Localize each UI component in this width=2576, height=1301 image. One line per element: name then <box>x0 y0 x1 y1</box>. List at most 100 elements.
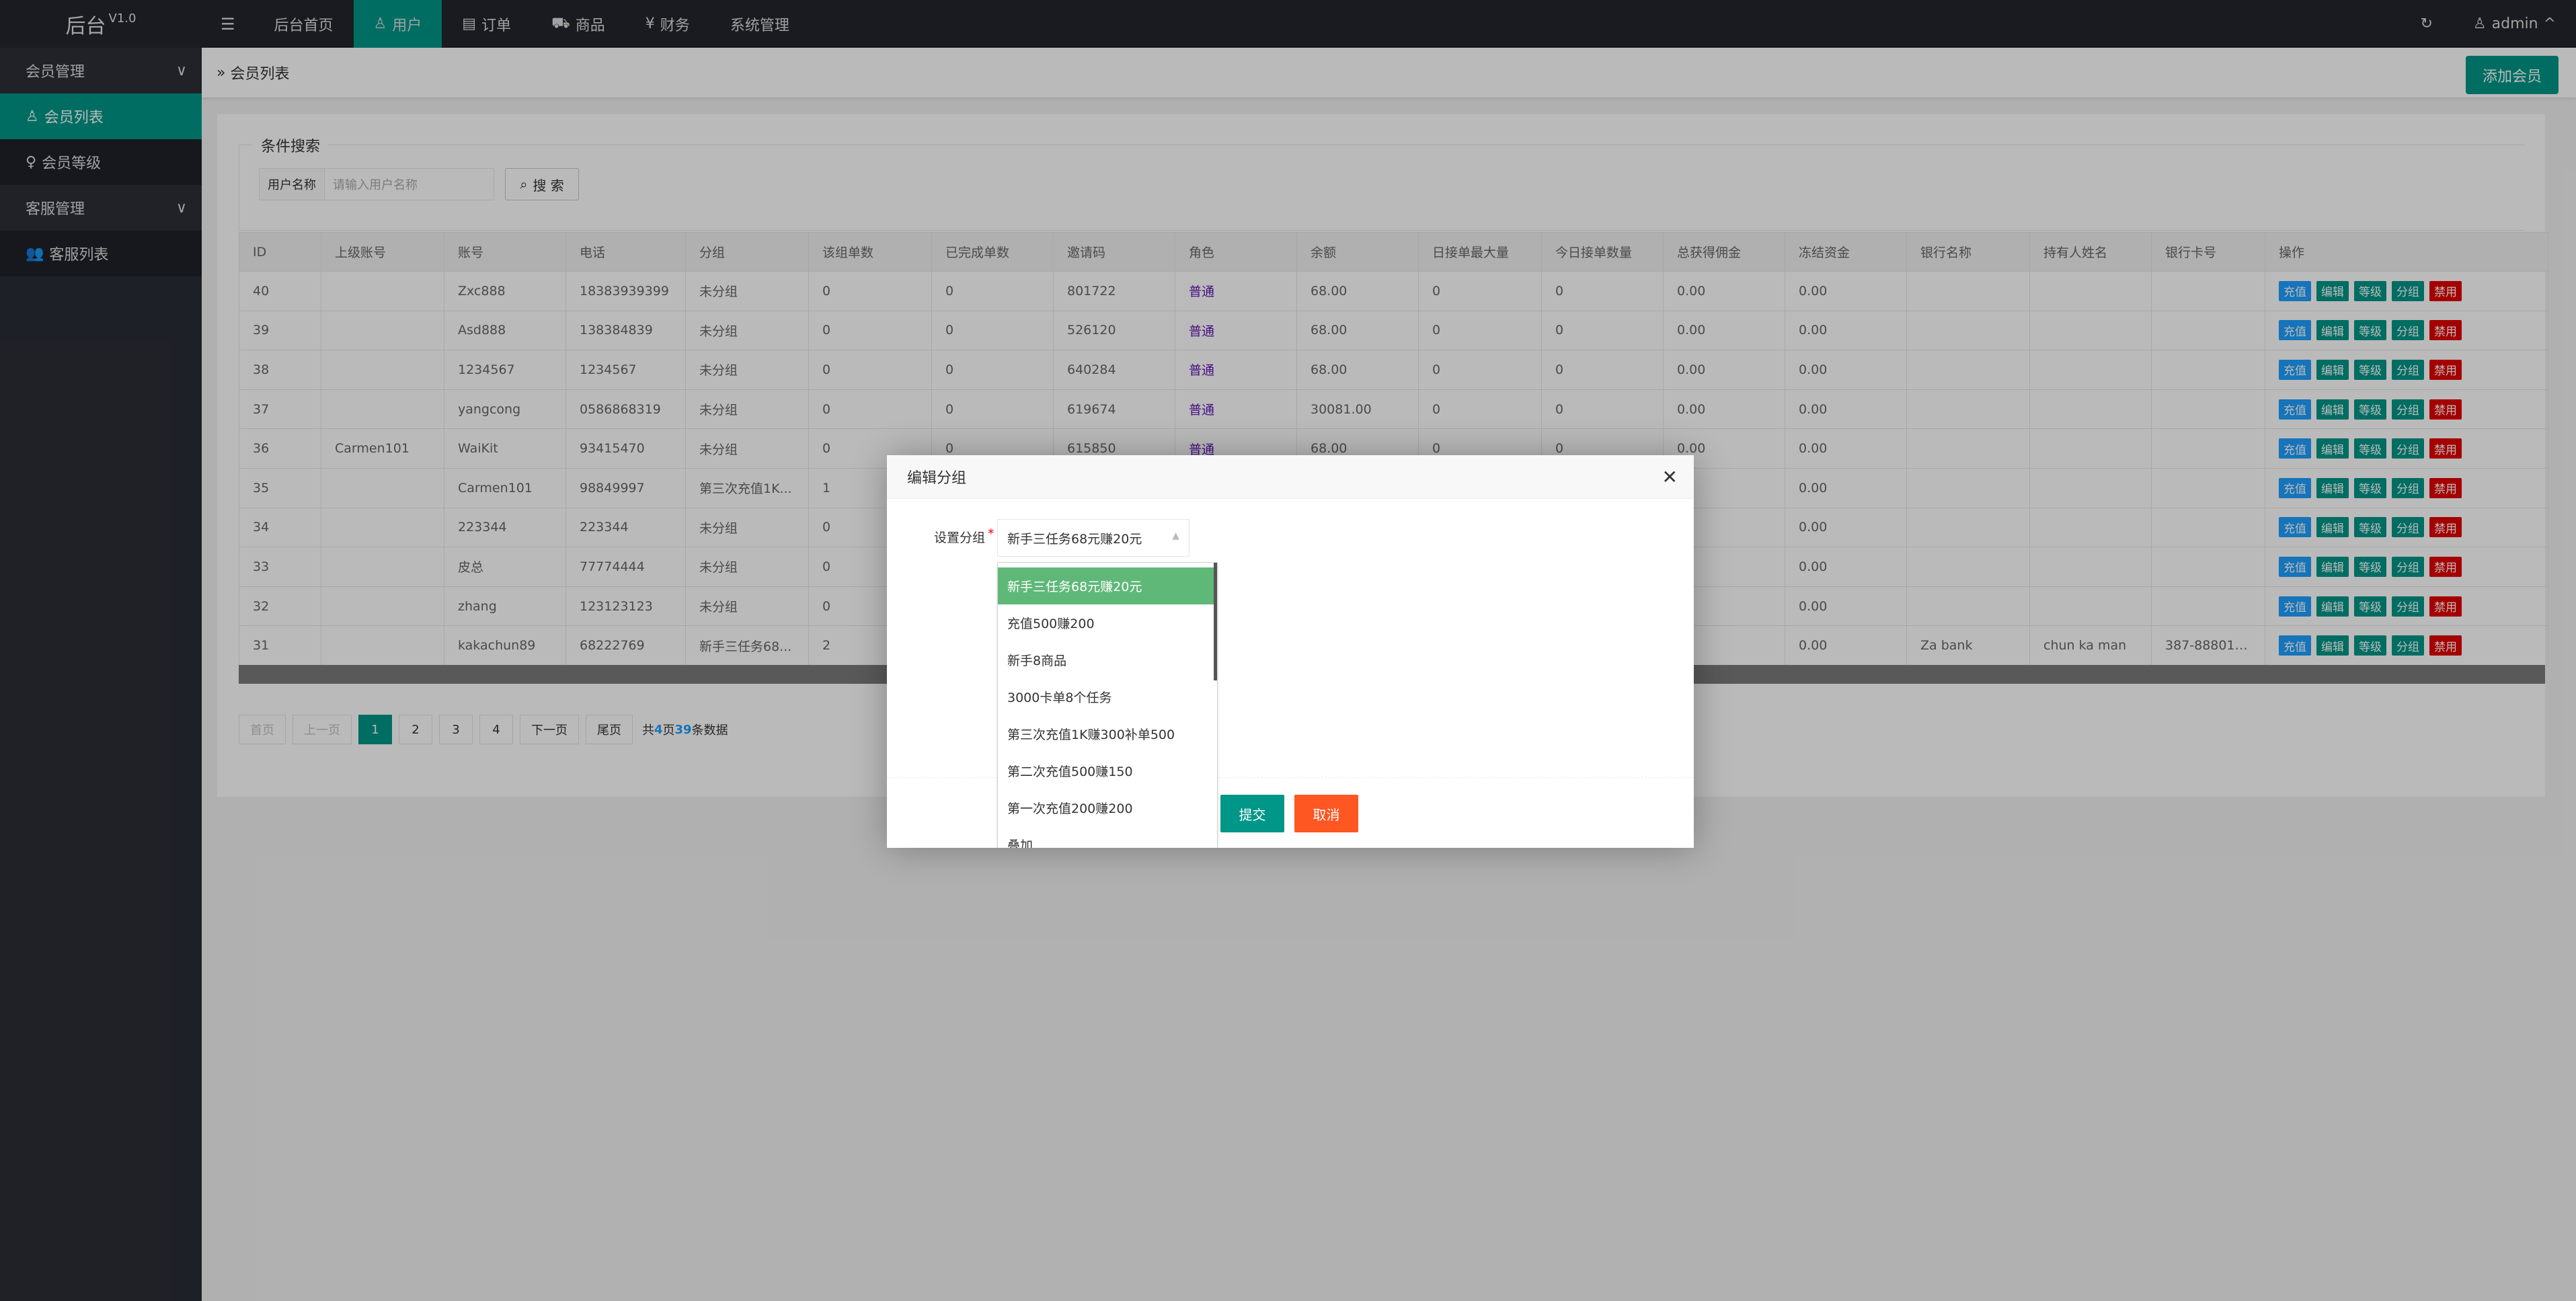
等级-button[interactable]: 等级 <box>2354 477 2386 498</box>
等级-button[interactable]: 等级 <box>2354 280 2386 301</box>
编辑-button[interactable]: 编辑 <box>2316 280 2349 301</box>
禁用-button[interactable]: 禁用 <box>2429 556 2462 577</box>
充值-button[interactable]: 充值 <box>2279 556 2311 577</box>
table-cell: 33 <box>239 547 321 587</box>
next-page-button[interactable]: 下一页 <box>520 715 579 744</box>
page-button[interactable]: 2 <box>399 715 432 744</box>
first-page-button[interactable]: 首页 <box>239 715 286 744</box>
actions-cell: 充值 编辑 等级 分组 禁用 <box>2265 310 2548 351</box>
编辑-button[interactable]: 编辑 <box>2316 635 2349 656</box>
username-input[interactable]: 请输入用户名称 <box>325 168 494 200</box>
table-cell: 526120 <box>1053 310 1175 351</box>
sidebar-item-member-level[interactable]: ♀ 会员等级 <box>0 139 202 185</box>
禁用-button[interactable]: 禁用 <box>2429 517 2462 538</box>
table-cell: 0.00 <box>1785 547 1907 587</box>
充值-button[interactable]: 充值 <box>2279 399 2311 420</box>
table-cell <box>321 467 444 508</box>
等级-button[interactable]: 等级 <box>2354 556 2386 577</box>
column-header: 操作 <box>2265 232 2548 272</box>
分组-button[interactable]: 分组 <box>2392 517 2424 538</box>
充值-button[interactable]: 充值 <box>2279 359 2311 380</box>
sidebar-item-service-list[interactable]: 👥 客服列表 <box>0 231 202 276</box>
编辑-button[interactable]: 编辑 <box>2316 477 2349 498</box>
充值-button[interactable]: 充值 <box>2279 635 2311 656</box>
page-button[interactable]: 3 <box>439 715 473 744</box>
nav-users[interactable]: ♙ 用户 <box>353 0 442 48</box>
等级-button[interactable]: 等级 <box>2354 399 2386 420</box>
dropdown-option[interactable]: 第一次充值200赚200 <box>1007 801 1133 816</box>
last-page-button[interactable]: 尾页 <box>586 715 633 744</box>
table-cell <box>2151 586 2265 627</box>
group-select[interactable]: 新手三任务68元赚20元 ▲ <box>997 519 1189 557</box>
refresh-icon[interactable]: ↻ <box>2420 15 2433 32</box>
table-cell <box>2151 507 2265 548</box>
add-member-button[interactable]: 添加会员 <box>2466 56 2559 94</box>
page-button[interactable]: 4 <box>479 715 513 744</box>
等级-button[interactable]: 等级 <box>2354 596 2386 617</box>
prev-page-button[interactable]: 上一页 <box>292 715 352 744</box>
编辑-button[interactable]: 编辑 <box>2316 438 2349 459</box>
分组-button[interactable]: 分组 <box>2392 438 2424 459</box>
dropdown-option[interactable]: 第三次充值1K赚300补单500 <box>1007 727 1175 742</box>
menu-toggle-icon[interactable]: ☰ <box>221 14 235 34</box>
dropdown-option[interactable]: 3000卡单8个任务 <box>1007 691 1112 705</box>
禁用-button[interactable]: 禁用 <box>2429 438 2462 459</box>
充值-button[interactable]: 充值 <box>2279 280 2311 301</box>
充值-button[interactable]: 充值 <box>2279 438 2311 459</box>
禁用-button[interactable]: 禁用 <box>2429 596 2462 617</box>
close-icon[interactable]: ✕ <box>1662 466 1678 488</box>
禁用-button[interactable]: 禁用 <box>2429 477 2462 498</box>
nav-home[interactable]: 后台首页 <box>274 17 334 34</box>
禁用-button[interactable]: 禁用 <box>2429 320 2462 341</box>
充值-button[interactable]: 充值 <box>2279 596 2311 617</box>
sidebar-item-member-list[interactable]: ♙ 会员列表 <box>0 93 202 139</box>
等级-button[interactable]: 等级 <box>2354 635 2386 656</box>
submit-button[interactable]: 提交 <box>1220 795 1284 832</box>
table-row: 38 1234567 1234567 未分组 0 0 640284 普通 68.00 0 0 0.00… <box>239 350 2548 390</box>
分组-button[interactable]: 分组 <box>2392 359 2424 380</box>
充值-button[interactable]: 充值 <box>2279 320 2311 341</box>
编辑-button[interactable]: 编辑 <box>2316 320 2349 341</box>
充值-button[interactable]: 充值 <box>2279 477 2311 498</box>
编辑-button[interactable]: 编辑 <box>2316 399 2349 420</box>
nav-orders[interactable]: ▤ 订单 <box>462 15 512 34</box>
禁用-button[interactable]: 禁用 <box>2429 399 2462 420</box>
cancel-button[interactable]: 取消 <box>1294 795 1358 832</box>
编辑-button[interactable]: 编辑 <box>2316 517 2349 538</box>
nav-system[interactable]: 系统管理 <box>730 17 789 34</box>
user-menu[interactable]: ♙ admin ^ <box>2472 15 2556 32</box>
page-button[interactable]: 1 <box>358 715 392 744</box>
dropdown-option[interactable]: 充值500赚200 <box>1007 617 1095 631</box>
等级-button[interactable]: 等级 <box>2354 320 2386 341</box>
等级-button[interactable]: 等级 <box>2354 359 2386 380</box>
dropdown-option[interactable]: 新手8商品 <box>1007 654 1067 668</box>
table-cell: 0 <box>1418 271 1542 311</box>
chevron-up-icon: ^ <box>2543 15 2556 32</box>
sidebar-group-members[interactable]: 会员管理 ∨ <box>0 48 202 93</box>
等级-button[interactable]: 等级 <box>2354 517 2386 538</box>
分组-button[interactable]: 分组 <box>2392 635 2424 656</box>
分组-button[interactable]: 分组 <box>2392 556 2424 577</box>
分组-button[interactable]: 分组 <box>2392 596 2424 617</box>
nav-products[interactable]: ⛟ 商品 <box>551 14 605 34</box>
分组-button[interactable]: 分组 <box>2392 477 2424 498</box>
禁用-button[interactable]: 禁用 <box>2429 635 2462 656</box>
禁用-button[interactable]: 禁用 <box>2429 359 2462 380</box>
top-nav: ☰ 后台首页 ♙ 用户 ▤ 订单 ⛟ 商品 ¥ 财务 系统管理 <box>202 0 810 48</box>
search-button[interactable]: ⌕ 搜 索 <box>505 168 579 200</box>
禁用-button[interactable]: 禁用 <box>2429 280 2462 301</box>
分组-button[interactable]: 分组 <box>2392 280 2424 301</box>
dropdown-option[interactable]: 新手三任务68元赚20元 <box>998 567 1217 604</box>
dropdown-option[interactable]: 第二次充值500赚150 <box>1007 764 1133 779</box>
nav-finance[interactable]: ¥ 财务 <box>645 15 690 34</box>
编辑-button[interactable]: 编辑 <box>2316 359 2349 380</box>
等级-button[interactable]: 等级 <box>2354 438 2386 459</box>
编辑-button[interactable]: 编辑 <box>2316 556 2349 577</box>
dropdown-option[interactable]: 叠加 <box>1007 838 1033 848</box>
sidebar-group-service[interactable]: 客服管理 ∨ <box>0 185 202 231</box>
编辑-button[interactable]: 编辑 <box>2316 596 2349 617</box>
分组-button[interactable]: 分组 <box>2392 399 2424 420</box>
充值-button[interactable]: 充值 <box>2279 517 2311 538</box>
dropdown-scrollbar[interactable] <box>1214 563 1217 680</box>
分组-button[interactable]: 分组 <box>2392 320 2424 341</box>
